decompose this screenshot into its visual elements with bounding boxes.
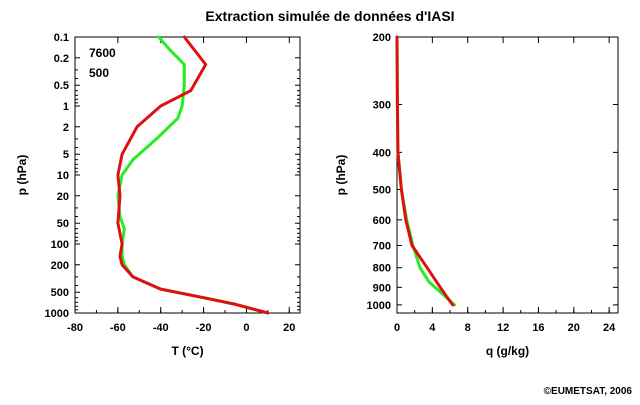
x-tick-label: 4: [429, 322, 436, 334]
y-tick-label: 500: [373, 185, 391, 197]
annotation-label: 500: [89, 66, 109, 80]
y-tick-label: 800: [373, 263, 391, 275]
y-tick-label: 600: [373, 215, 391, 227]
y-tick-label: 0.1: [54, 32, 69, 44]
x-tick-label: 24: [603, 322, 616, 334]
x-tick-label: 12: [497, 322, 509, 334]
x-tick-label: -40: [153, 322, 169, 334]
x-tick-label: -60: [110, 322, 126, 334]
y-tick-label: 2: [63, 122, 69, 134]
red-profile-line: [116, 35, 270, 315]
x-tick-label: 16: [532, 322, 544, 334]
chart-title: Extraction simulée de données d'IASI: [205, 8, 454, 24]
y-tick-label: 700: [373, 241, 391, 253]
x-tick-label: 0: [243, 322, 249, 334]
x-axis-label: q (g/kg): [486, 344, 529, 358]
y-tick-label: 0.2: [54, 53, 69, 65]
y-tick-label: 1: [63, 101, 69, 113]
x-tick-label: 0: [394, 322, 400, 334]
annotation-label: 7600: [89, 46, 116, 60]
y-tick-label: 20: [57, 191, 69, 203]
y-tick-label: 200: [51, 260, 69, 272]
y-tick-label: 200: [373, 32, 391, 44]
y-tick-label: 500: [51, 287, 69, 299]
y-tick-label: 5: [63, 149, 69, 161]
x-tick-label: -80: [67, 322, 83, 334]
copyright-text: ©EUMETSAT, 2006: [544, 386, 633, 397]
y-tick-label: 1000: [367, 300, 391, 312]
x-tick-label: -20: [196, 322, 212, 334]
y-tick-label: 1000: [45, 308, 69, 320]
green-profile-line: [116, 35, 270, 315]
y-tick-label: 100: [51, 239, 69, 251]
y-tick-label: 10: [57, 170, 69, 182]
y-tick-label: 50: [57, 218, 69, 230]
y-tick-label: 900: [373, 282, 391, 294]
red-profile-line: [395, 35, 455, 307]
y-tick-label: 0.5: [54, 80, 69, 92]
plot-frame: [396, 36, 619, 314]
y-tick-label: 300: [373, 99, 391, 111]
x-tick-label: 8: [465, 322, 471, 334]
y-axis-label: p (hPa): [334, 155, 348, 196]
y-tick-label: 400: [373, 147, 391, 159]
x-tick-label: 20: [568, 322, 580, 334]
y-axis-label: p (hPa): [15, 155, 29, 196]
x-axis-label: T (°C): [171, 344, 203, 358]
x-tick-label: 20: [283, 322, 295, 334]
